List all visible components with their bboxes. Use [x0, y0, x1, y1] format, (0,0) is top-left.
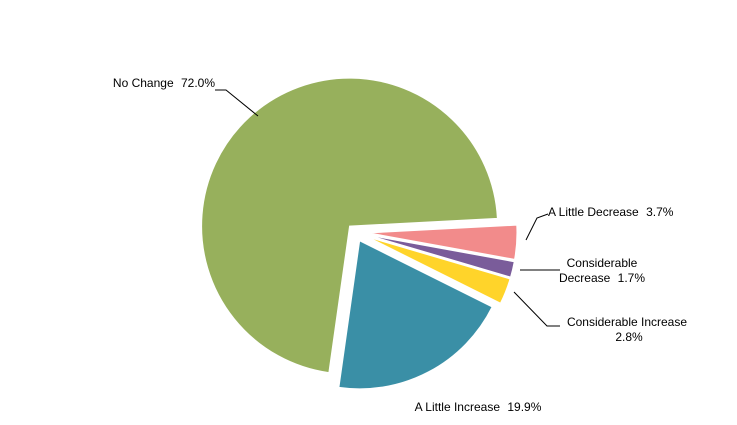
value-label: 3.7%	[646, 205, 674, 219]
slice-label: Considerable Decrease 1.7%	[541, 256, 663, 286]
leader-line	[513, 291, 560, 327]
leader-line	[525, 213, 549, 241]
value-label: 1.7%	[617, 271, 646, 285]
slices	[201, 77, 518, 390]
slice-label: Considerable Increase 2.8%	[556, 315, 698, 345]
category-name: Considerable Decrease	[558, 256, 638, 285]
category-name: A Little Decrease	[548, 205, 639, 219]
value-label: 72.0%	[180, 76, 215, 90]
category-name: Considerable Increase	[566, 315, 688, 329]
leader-line	[215, 89, 259, 117]
value-label: 19.9%	[507, 400, 542, 414]
value-label: 2.8%	[615, 330, 643, 344]
slice-label: A Little Decrease 3.7%	[548, 205, 708, 220]
pie-slice	[367, 236, 511, 304]
slice-label: A Little Increase 19.9%	[378, 400, 578, 415]
category-name: A Little Increase	[414, 400, 500, 414]
pie-slice	[368, 234, 515, 278]
category-name: No Change	[112, 76, 174, 90]
pie-slice	[201, 77, 498, 374]
pie-slice	[368, 224, 518, 260]
slice-label: No Change 72.0%	[55, 76, 215, 91]
pie-slice	[338, 240, 493, 390]
